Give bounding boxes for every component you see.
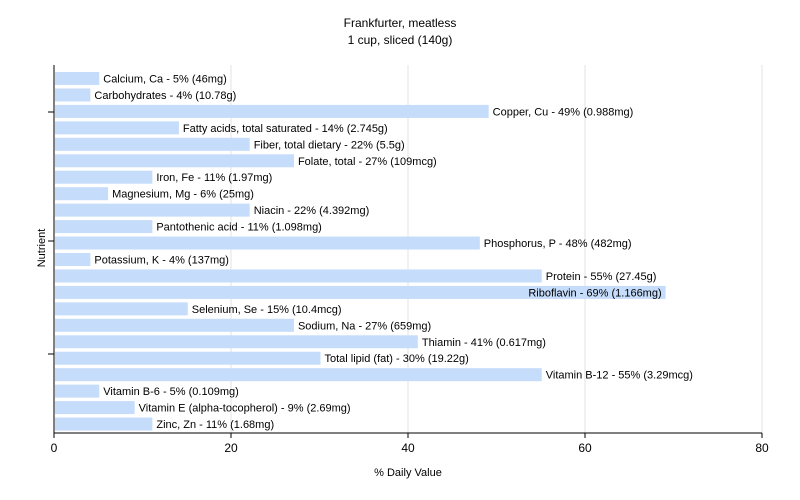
bar-label: Selenium, Se - 15% (10.4mcg) bbox=[192, 304, 342, 316]
bar-label: Vitamin B-12 - 55% (3.29mcg) bbox=[546, 370, 693, 382]
bar bbox=[55, 417, 153, 431]
bar bbox=[55, 104, 489, 118]
bar-label: Potassium, K - 4% (137mg) bbox=[94, 255, 229, 267]
x-tick-label: 80 bbox=[755, 441, 769, 455]
bar-label: Folate, total - 27% (109mcg) bbox=[298, 156, 437, 168]
bar bbox=[55, 137, 250, 151]
bar bbox=[55, 121, 179, 135]
bar bbox=[55, 72, 100, 85]
bar bbox=[55, 253, 91, 266]
bar bbox=[55, 220, 153, 234]
bar bbox=[55, 88, 91, 102]
bar-label: Magnesium, Mg - 6% (25mg) bbox=[112, 189, 254, 201]
bar-label: Fiber, total dietary - 22% (5.5g) bbox=[254, 139, 405, 151]
bar-label: Copper, Cu - 49% (0.988mg) bbox=[493, 106, 634, 118]
bars: Calcium, Ca - 5% (46mg) Carbohydrates - 4… bbox=[55, 72, 693, 431]
bar-label: Fatty acids, total saturated - 14% (2.74… bbox=[183, 123, 388, 135]
bar-label: Thiamin - 41% (0.617mg) bbox=[422, 337, 546, 349]
bar bbox=[55, 335, 418, 349]
bar-label: Sodium, Na - 27% (659mg) bbox=[298, 320, 431, 332]
chart-subtitle: 1 cup, sliced (140g) bbox=[348, 33, 453, 47]
x-axis-title: % Daily Value bbox=[374, 467, 442, 479]
bar-label: Zinc, Zn - 11% (1.68mg) bbox=[156, 419, 274, 431]
x-tick-label: 60 bbox=[578, 441, 592, 455]
bar bbox=[55, 318, 294, 332]
bar bbox=[55, 401, 135, 415]
bar bbox=[55, 368, 542, 382]
x-tick-label: 20 bbox=[224, 441, 238, 455]
bar bbox=[55, 236, 480, 250]
bar-label: Carbohydrates - 4% (10.78g) bbox=[94, 90, 236, 102]
bar bbox=[55, 351, 321, 365]
bar-label: Pantothenic acid - 11% (1.098mg) bbox=[156, 222, 322, 234]
bar-label: Riboflavin - 69% (1.166mg) bbox=[528, 287, 661, 299]
bar bbox=[55, 170, 153, 184]
chart-title: Frankfurter, meatless bbox=[344, 16, 457, 30]
bar-label: Phosphorus, P - 48% (482mg) bbox=[484, 238, 632, 250]
x-tick-label: 0 bbox=[51, 441, 58, 455]
bar bbox=[55, 154, 294, 168]
bar-label: Total lipid (fat) - 30% (19.22g) bbox=[325, 353, 469, 365]
x-tick-label: 40 bbox=[401, 441, 415, 455]
bar-label: Iron, Fe - 11% (1.97mg) bbox=[156, 172, 272, 184]
bar-label: Vitamin B-6 - 5% (0.109mg) bbox=[103, 386, 239, 398]
bar-label: Protein - 55% (27.45g) bbox=[546, 271, 657, 283]
bar-label: Calcium, Ca - 5% (46mg) bbox=[103, 74, 226, 86]
bar bbox=[55, 285, 666, 299]
y-axis-title: Nutrient bbox=[36, 229, 48, 268]
axes: 0 20 40 60 80 bbox=[48, 65, 769, 455]
bar bbox=[55, 187, 109, 201]
bar-label: Niacin - 22% (4.392mg) bbox=[254, 205, 370, 217]
bar-label: Vitamin E (alpha-tocopherol) - 9% (2.69m… bbox=[139, 403, 351, 415]
bar bbox=[55, 203, 250, 217]
bar bbox=[55, 269, 542, 283]
bar bbox=[55, 302, 188, 316]
bar bbox=[55, 384, 100, 398]
